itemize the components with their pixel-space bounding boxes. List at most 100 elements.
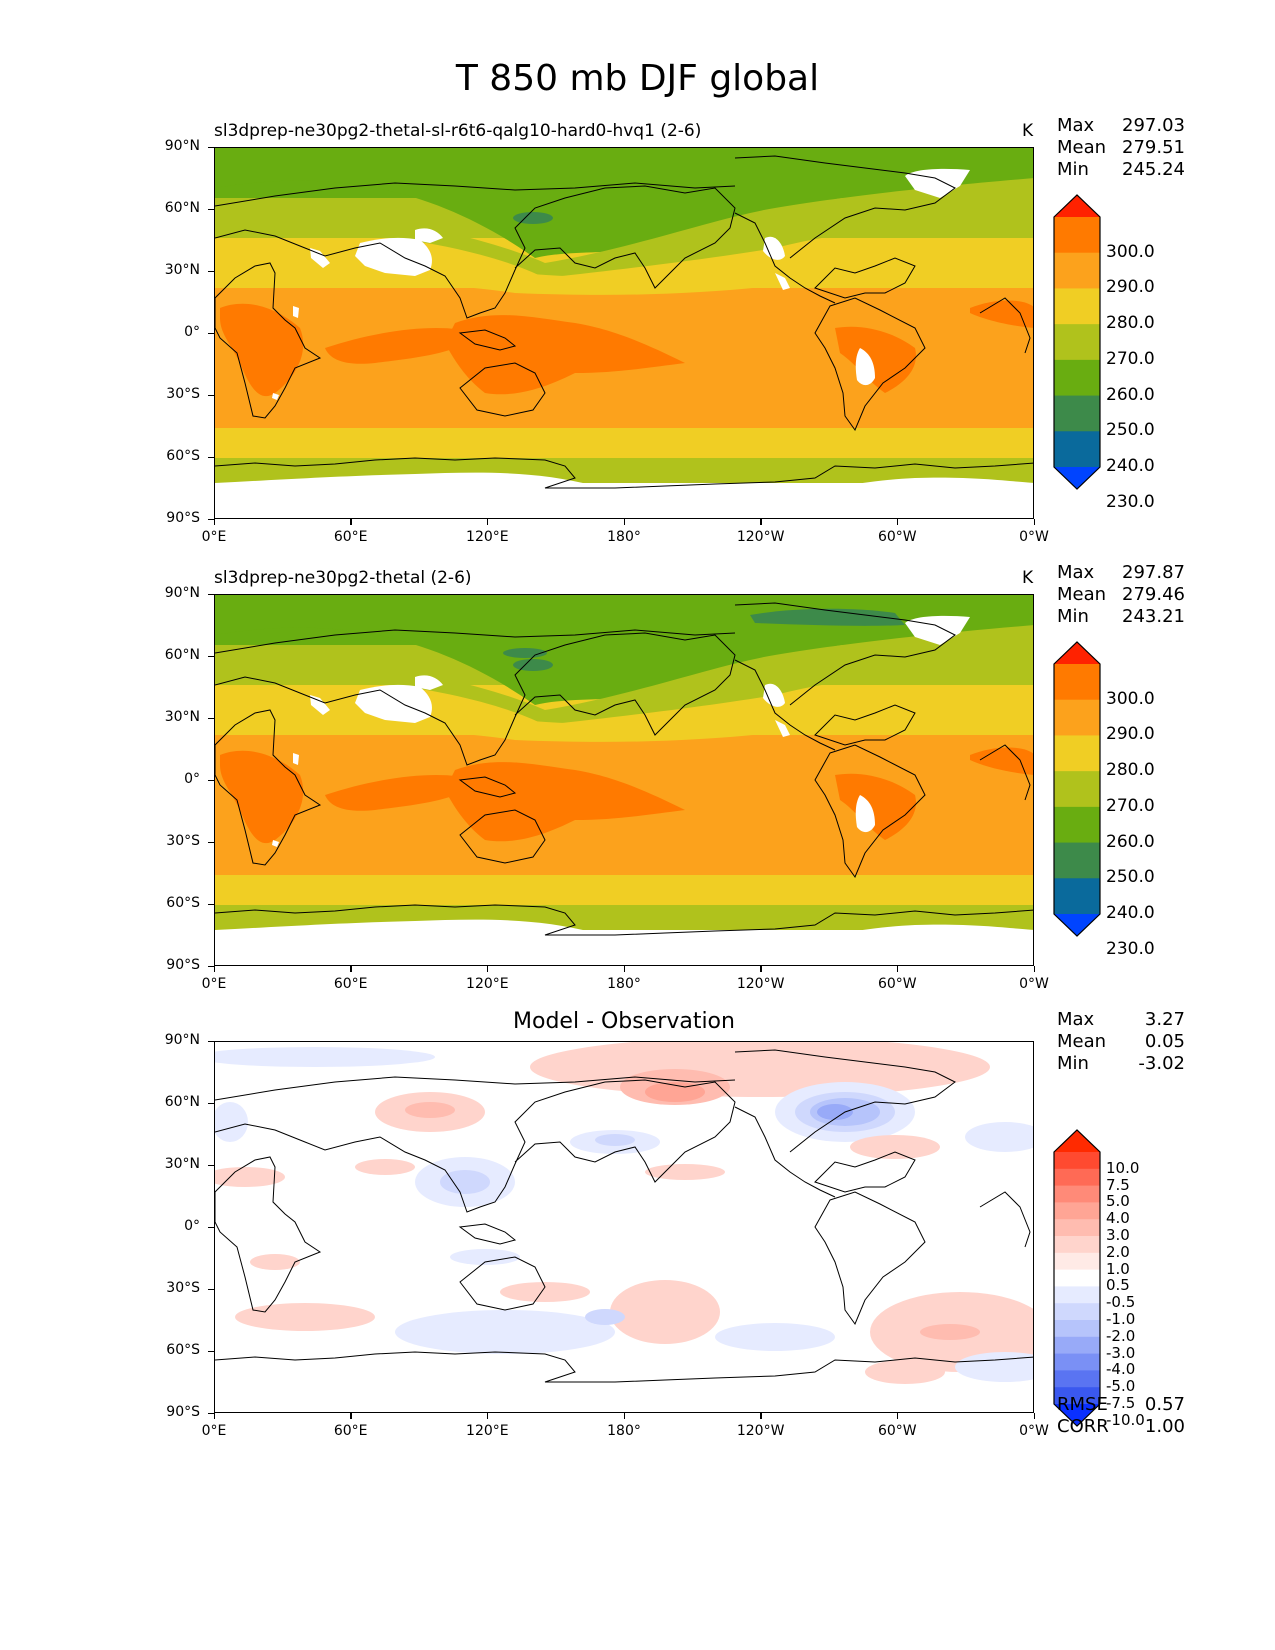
y-tick-mark — [208, 208, 214, 210]
y-tick-label: 60°N — [164, 1094, 200, 1110]
colorbar-label: 290.0 — [1106, 277, 1155, 298]
x-tick-label: 120°E — [466, 529, 509, 545]
colorbar-label: 2.0 — [1106, 1242, 1130, 1261]
stat-label: Min — [1057, 1053, 1089, 1074]
colorbar-label: 1.0 — [1106, 1259, 1130, 1278]
colorbar-label: 260.0 — [1106, 831, 1155, 852]
panel-title: sl3dprep-ne30pg2-thetal-sl-r6t6-qalg10-h… — [214, 121, 702, 141]
x-tick-label: 0°E — [201, 529, 227, 545]
map-0 — [214, 147, 1034, 519]
x-tick-label: 0°E — [201, 1423, 227, 1439]
stat-label: Max — [1057, 562, 1095, 583]
y-tick-mark — [208, 593, 214, 595]
colorbar-label: 5.0 — [1106, 1192, 1130, 1211]
y-tick-mark — [208, 841, 214, 843]
stat-value: 0.05 — [1144, 1031, 1185, 1052]
x-tick-mark — [760, 519, 762, 525]
y-tick-label: 30°S — [166, 833, 200, 849]
stat-value: 243.21 — [1122, 606, 1185, 627]
y-tick-mark — [208, 1164, 214, 1166]
colorbar-label: 240.0 — [1106, 456, 1155, 476]
colorbar-label: -10.0 — [1106, 1410, 1145, 1429]
y-tick-mark — [208, 146, 214, 148]
x-tick-label: 180° — [607, 529, 641, 545]
x-tick-label: 60°W — [877, 529, 917, 545]
y-tick-label: 90°S — [166, 957, 200, 973]
y-tick-label: 60°S — [166, 895, 200, 911]
stat-value: -3.02 — [1138, 1053, 1185, 1074]
y-tick-label: 90°S — [166, 510, 200, 526]
y-tick-label: 30°N — [164, 262, 200, 278]
map-graphic — [215, 1042, 1033, 1412]
x-tick-label: 0°W — [1019, 1423, 1049, 1439]
units-label: K — [1022, 121, 1034, 141]
x-tick-label: 0°W — [1019, 529, 1049, 545]
x-tick-mark — [623, 966, 625, 972]
stat-label: Mean — [1057, 1031, 1107, 1052]
x-tick-label: 60°E — [333, 529, 368, 545]
stat-row: Min 245.24 — [1057, 159, 1185, 181]
y-tick-mark — [208, 456, 214, 458]
y-tick-mark — [208, 1040, 214, 1042]
error-stat-label: CORR — [1057, 1416, 1109, 1437]
colorbar-label: 4.0 — [1106, 1209, 1130, 1228]
stat-row: Max 297.87 — [1057, 562, 1185, 584]
colorbar-label: 10.0 — [1106, 1158, 1140, 1177]
colorbar-2 — [1053, 1129, 1101, 1427]
x-tick-mark — [896, 519, 899, 525]
colorbar-label: -7.5 — [1106, 1394, 1136, 1412]
y-tick-label: 0° — [184, 771, 200, 787]
x-tick-mark — [623, 519, 625, 525]
colorbar-label: -5.0 — [1106, 1377, 1136, 1396]
panel-title: sl3dprep-ne30pg2-thetal (2-6) — [214, 568, 472, 588]
y-tick-label: 60°S — [166, 1342, 200, 1358]
stat-row: Max 3.27 — [1057, 1009, 1185, 1031]
error-stat-label: RMSE — [1057, 1394, 1108, 1415]
x-tick-mark — [760, 966, 762, 972]
stat-label: Max — [1057, 1009, 1095, 1030]
colorbar-label: 250.0 — [1106, 867, 1155, 888]
colorbar-graphic-2 — [1053, 1129, 1101, 1427]
x-tick-mark — [1033, 1413, 1035, 1419]
y-tick-mark — [208, 655, 214, 657]
x-tick-mark — [486, 1413, 489, 1419]
x-tick-mark — [350, 1413, 352, 1419]
stat-row: Mean 279.46 — [1057, 584, 1185, 606]
colorbar-label: -2.0 — [1106, 1326, 1136, 1345]
x-tick-mark — [486, 519, 489, 525]
y-tick-mark — [208, 965, 214, 967]
x-tick-label: 0°E — [201, 976, 227, 992]
x-tick-label: 120°W — [736, 976, 785, 992]
colorbar-label: -0.5 — [1106, 1293, 1136, 1312]
y-tick-label: 90°N — [164, 585, 200, 601]
error-stat-row: RMSE 0.57 — [1057, 1394, 1185, 1416]
stats-box: Max 297.87 Mean 279.46 Min 243.21 — [1057, 562, 1185, 628]
y-tick-mark — [208, 270, 214, 272]
x-tick-label: 120°W — [736, 529, 785, 545]
y-tick-mark — [208, 394, 214, 396]
stat-label: Mean — [1057, 584, 1107, 605]
x-tick-label: 120°E — [466, 976, 509, 992]
colorbar-1 — [1053, 641, 1101, 937]
map-1 — [214, 594, 1034, 966]
x-tick-label: 0°W — [1019, 976, 1049, 992]
colorbar-label: 300.0 — [1106, 241, 1155, 262]
colorbar-label: 300.0 — [1106, 688, 1155, 709]
y-tick-label: 0° — [184, 1218, 200, 1234]
y-tick-label: 60°N — [164, 200, 200, 216]
y-tick-mark — [208, 903, 214, 905]
map-graphic — [215, 595, 1033, 965]
stat-label: Max — [1057, 115, 1095, 136]
stat-row: Min -3.02 — [1057, 1053, 1185, 1075]
y-tick-label: 0° — [184, 324, 200, 340]
stat-value: 245.24 — [1122, 159, 1185, 180]
stats-box: Max 3.27 Mean 0.05 Min -3.02 — [1057, 1009, 1185, 1075]
y-tick-mark — [208, 1412, 214, 1414]
colorbar-label: 270.0 — [1106, 348, 1155, 369]
stat-value: 279.46 — [1122, 584, 1185, 605]
y-tick-label: 30°N — [164, 709, 200, 725]
colorbar-label: 270.0 — [1106, 795, 1155, 816]
error-stat-value: 1.00 — [1144, 1416, 1185, 1437]
error-stats-box: RMSE 0.57 CORR 1.00 — [1057, 1394, 1185, 1438]
x-tick-mark — [350, 519, 352, 525]
